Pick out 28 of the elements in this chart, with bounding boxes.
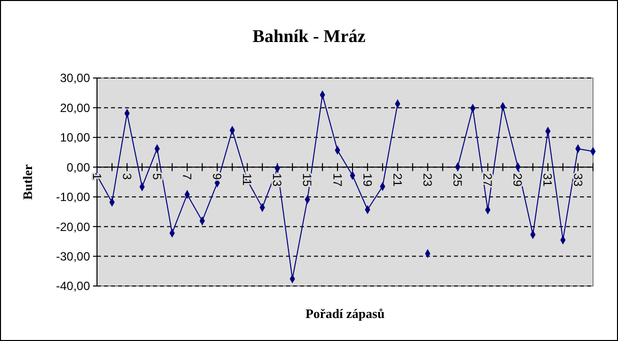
x-tick-label: 3 (120, 173, 134, 180)
x-tick-label: 27 (480, 173, 495, 187)
y-axis-title: Butler (20, 164, 35, 200)
x-tick-label: 23 (420, 173, 434, 187)
y-tick-label: 20,00 (60, 100, 90, 115)
x-axis-title: Pořadí zápasů (305, 306, 385, 321)
y-tick-label: 10,00 (60, 130, 90, 145)
x-tick-label: 29 (510, 173, 525, 187)
x-tick-label: 13 (270, 173, 284, 187)
x-tick-label: 15 (300, 173, 314, 187)
y-tick-label: -20,00 (56, 220, 90, 234)
x-tick-label: 33 (570, 173, 585, 187)
y-tick-label: 0,00 (66, 160, 90, 174)
x-tick-label: 31 (540, 173, 555, 187)
y-tick-label: -40,00 (56, 279, 90, 294)
x-tick-label: 1 (90, 173, 104, 180)
x-tick-label: 7 (180, 173, 194, 180)
y-tick-label: -30,00 (56, 249, 90, 264)
x-tick-label: 21 (390, 173, 404, 187)
x-tick-label: 17 (330, 173, 344, 187)
y-tick-label: 30,00 (60, 71, 90, 86)
x-tick-label: 9 (210, 173, 224, 180)
x-tick-label: 5 (150, 173, 164, 180)
y-tick-label: -10,00 (56, 190, 90, 204)
x-tick-label: 25 (450, 173, 465, 187)
chart-title: Bahník - Mráz (252, 26, 366, 46)
x-tick-label: 19 (360, 173, 374, 187)
x-tick-label: 11 (240, 173, 254, 186)
